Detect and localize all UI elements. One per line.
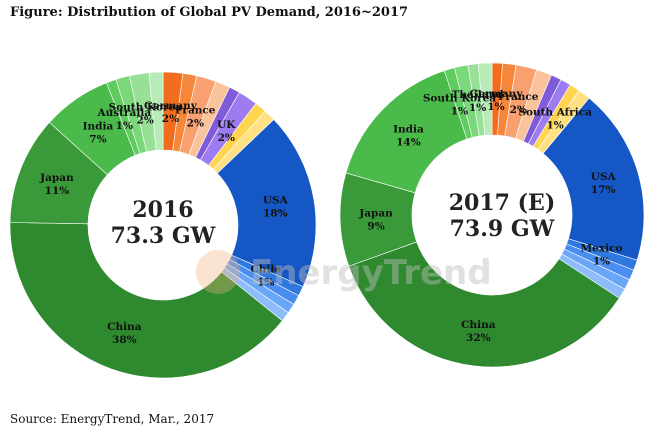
slice-china [9,222,283,379]
slice-label-thailand: Thailand 1% [452,89,505,114]
figure-title: Figure: Distribution of Global PV Demand… [10,5,409,20]
slice-label-france: France 2% [498,91,539,116]
slice-label-japan: Japan 11% [39,172,74,197]
slice-label-germany: Germany 2% [144,100,198,125]
slices-2016 [9,71,317,379]
source-note: Source: EnergyTrend, Mar., 2017 [10,412,215,426]
slice-label-australia: Australia 1% [96,107,151,132]
slice-other-19 [477,62,493,136]
slice-label-usa: USA 18% [263,194,289,219]
watermark-text: EnergyTrend [250,253,492,293]
center-year-2017: 2017 (E) [449,190,555,216]
slice-label-south-africa: South Africa 1% [518,107,592,132]
slice-label-germany: Germany 1% [470,88,524,113]
slice-label-china: China 38% [107,321,142,346]
donut-chart-2017: Germany 1%France 2%South Africa 1% USA 17% Mex… [339,62,645,368]
slice-label-uk: UK 2% [217,119,236,144]
center-total-2016: 73.3 GW [111,223,216,249]
donut-chart-2016: Germany 2%France 2% UK 2% USA 18% Chile 1% China 3… [9,71,317,379]
slice-labels-2016: Germany 2%France 2% UK 2% USA 18% Chile 1% China 3… [39,100,288,346]
slice-label-usa: USA 17% [591,171,617,196]
slice-china [348,241,620,368]
watermark: EnergyTrend [196,250,492,294]
slice-label-japan: Japan 9% [358,208,393,233]
center-total-2017: 73.9 GW [450,216,555,242]
slice-label-south-korea: South Korea 2% [109,101,182,126]
slice-other-19 [148,71,164,151]
slice-label-india: India 14% [393,124,424,149]
slice-label-chile: Chile 1% [250,263,281,288]
slice-usa [216,119,317,288]
slice-label-mexico: Mexico 1% [581,242,623,267]
slice-label-france: France 2% [175,105,216,130]
watermark-logo-icon [196,250,240,294]
slice-label-south-korea: South Korea 1% [423,93,496,118]
slice-usa [542,97,645,261]
center-year-2016: 2016 [132,197,193,223]
slice-labels-2017: Germany 1%France 2%South Africa 1% USA 17% Mex… [358,88,622,344]
slice-label-india: India 7% [83,120,114,145]
slice-label-china: China 32% [461,319,496,344]
slices-2017 [339,62,645,368]
